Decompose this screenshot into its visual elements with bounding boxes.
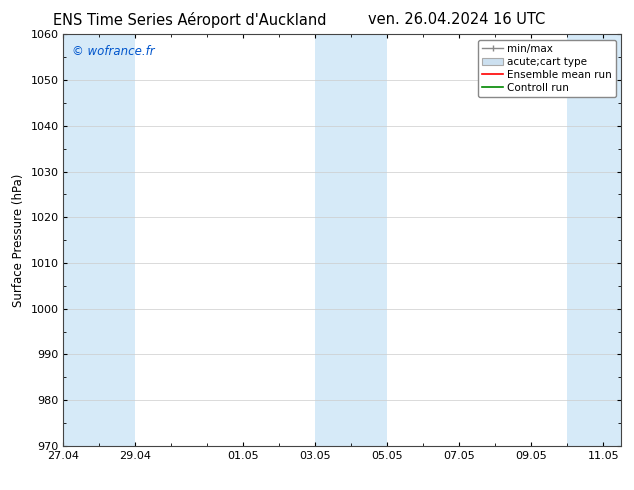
Text: © wofrance.fr: © wofrance.fr (72, 45, 155, 58)
Bar (351, 34, 387, 446)
Bar (567, 34, 604, 446)
Text: ENS Time Series Aéroport d'Auckland: ENS Time Series Aéroport d'Auckland (53, 12, 327, 28)
Text: ven. 26.04.2024 16 UTC: ven. 26.04.2024 16 UTC (368, 12, 545, 27)
Bar (604, 34, 621, 446)
Bar (63, 34, 100, 446)
Y-axis label: Surface Pressure (hPa): Surface Pressure (hPa) (12, 173, 25, 307)
Bar (315, 34, 351, 446)
Legend: min/max, acute;cart type, Ensemble mean run, Controll run: min/max, acute;cart type, Ensemble mean … (478, 40, 616, 97)
Bar (100, 34, 136, 446)
